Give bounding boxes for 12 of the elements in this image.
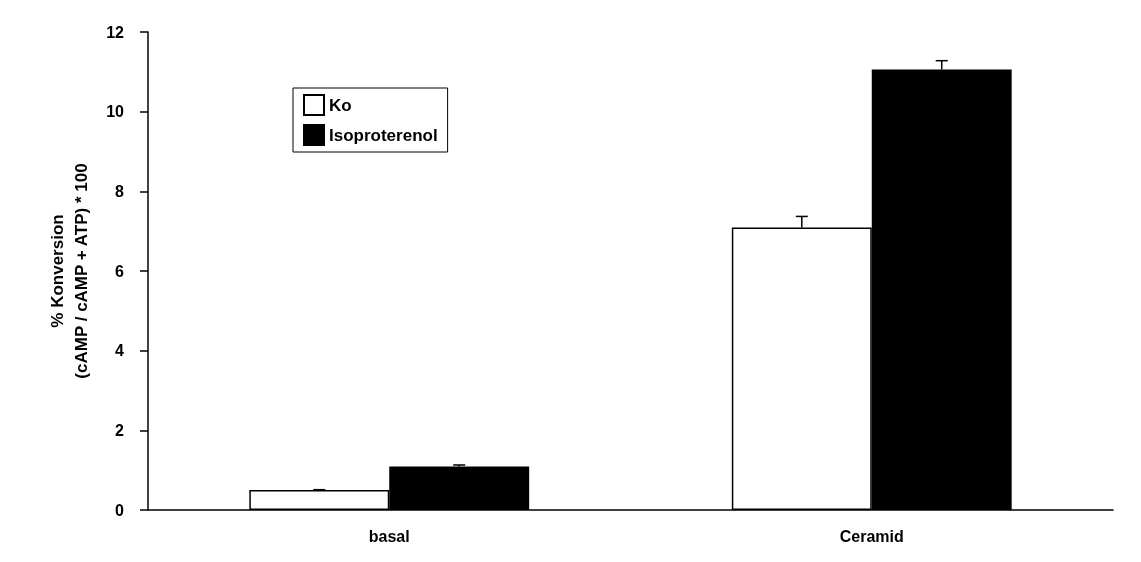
x-tick-label: Ceramid bbox=[839, 527, 904, 545]
legend-label: Isoproterenol bbox=[329, 125, 438, 145]
y-tick-label: 0 bbox=[115, 501, 125, 519]
legend-label: Ko bbox=[329, 95, 352, 115]
y-axis-title: % Konversion (cAMP / cAMP + ATP) * 100 bbox=[47, 163, 91, 379]
y-tick-label: 12 bbox=[106, 23, 125, 41]
x-tick-label: basal bbox=[368, 527, 410, 545]
y-tick-label: 10 bbox=[106, 103, 125, 121]
y-tick-label: 2 bbox=[115, 421, 125, 439]
y-tick-label: 6 bbox=[115, 262, 125, 280]
y-tick-label: 4 bbox=[115, 342, 125, 360]
y-tick-label: 8 bbox=[115, 182, 125, 200]
